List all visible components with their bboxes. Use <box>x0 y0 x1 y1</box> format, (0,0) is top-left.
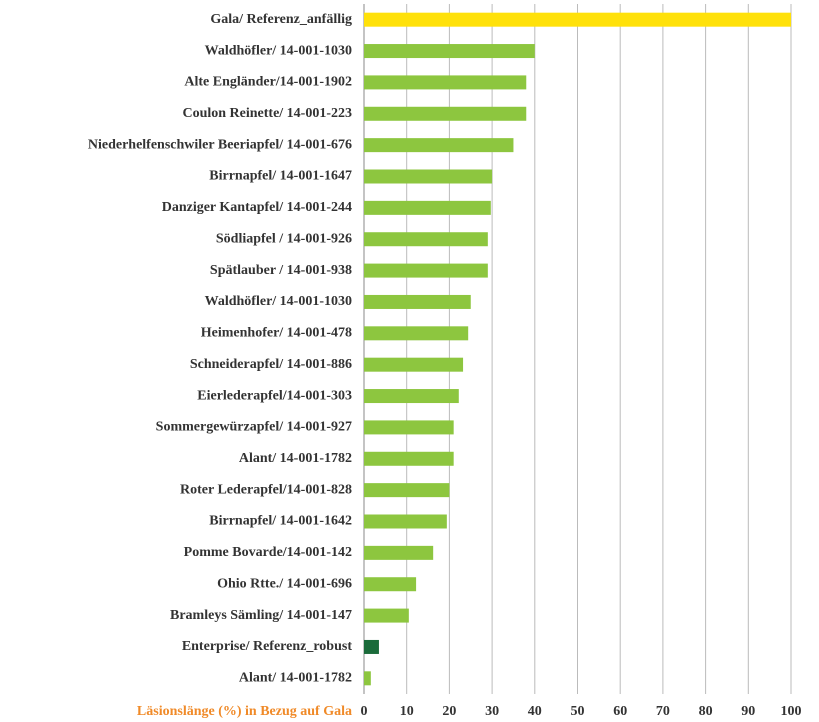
y-tick-label: Roter Lederapfel/14-001-828 <box>180 482 352 497</box>
y-tick-label: Bramleys Sämling/ 14-001-147 <box>170 608 352 623</box>
x-tick-label: 90 <box>741 704 755 719</box>
bar <box>364 357 464 372</box>
x-tick-label: 20 <box>442 704 456 719</box>
y-tick-label: Gala/ Referenz_anfällig <box>210 12 352 27</box>
bar <box>364 75 527 90</box>
x-tick-label: 0 <box>361 704 368 719</box>
bar <box>364 263 488 278</box>
bar <box>364 608 409 623</box>
x-tick-label: 40 <box>528 704 542 719</box>
x-tick-label: 30 <box>485 704 499 719</box>
bar <box>364 12 791 27</box>
bar <box>364 577 417 592</box>
y-tick-label: Ohio Rtte./ 14-001-696 <box>217 576 352 591</box>
x-tick-label: 50 <box>571 704 585 719</box>
bar <box>364 671 371 686</box>
y-tick-label: Spätlauber / 14-001-938 <box>210 263 352 278</box>
bar <box>364 451 454 466</box>
y-tick-label: Birrnapfel/ 14-001-1647 <box>209 169 352 184</box>
y-tick-label: Danziger Kantapfel/ 14-001-244 <box>162 200 352 215</box>
bar <box>364 326 469 341</box>
x-tick-label: 80 <box>699 704 713 719</box>
x-tick-label: 10 <box>400 704 414 719</box>
y-tick-label: Alant/ 14-001-1782 <box>239 671 352 686</box>
y-tick-label: Schneiderapfel/ 14-001-886 <box>190 357 352 372</box>
bar <box>364 169 493 184</box>
bar <box>364 483 450 498</box>
bar <box>364 389 459 404</box>
bar <box>364 639 379 654</box>
y-tick-label: Heimenhofer/ 14-001-478 <box>201 326 352 341</box>
y-tick-label: Waldhöfler/ 14-001-1030 <box>205 43 352 58</box>
x-tick-label: 70 <box>656 704 670 719</box>
bar <box>364 232 488 247</box>
bar <box>364 420 454 435</box>
y-tick-label: Birrnapfel/ 14-001-1642 <box>209 514 352 529</box>
y-tick-label: Alant/ 14-001-1782 <box>239 451 352 466</box>
x-tick-label: 60 <box>613 704 627 719</box>
bar <box>364 200 491 215</box>
y-tick-label: Södliapfel / 14-001-926 <box>216 231 352 246</box>
y-tick-label: Eierlederapfel/14-001-303 <box>197 388 352 403</box>
bar <box>364 294 471 309</box>
x-tick-label: 100 <box>781 704 802 719</box>
y-tick-label: Pomme Bovarde/14-001-142 <box>184 545 352 560</box>
y-tick-label: Sommergewürzapfel/ 14-001-927 <box>156 420 352 435</box>
y-tick-label: Alte Engländer/14-001-1902 <box>184 75 352 90</box>
bar <box>364 545 434 560</box>
y-tick-label: Waldhöfler/ 14-001-1030 <box>205 294 352 309</box>
y-tick-label: Niederhelfenschwiler Beeriapfel/ 14-001-… <box>88 137 352 152</box>
bar <box>364 44 535 59</box>
y-tick-label: Enterprise/ Referenz_robust <box>182 639 353 654</box>
bar <box>364 106 527 121</box>
bar <box>364 138 514 153</box>
y-tick-label: Coulon Reinette/ 14-001-223 <box>182 106 352 121</box>
bar <box>364 514 447 529</box>
x-axis-label: Läsionslänge (%) in Bezug auf Gala <box>137 704 352 719</box>
